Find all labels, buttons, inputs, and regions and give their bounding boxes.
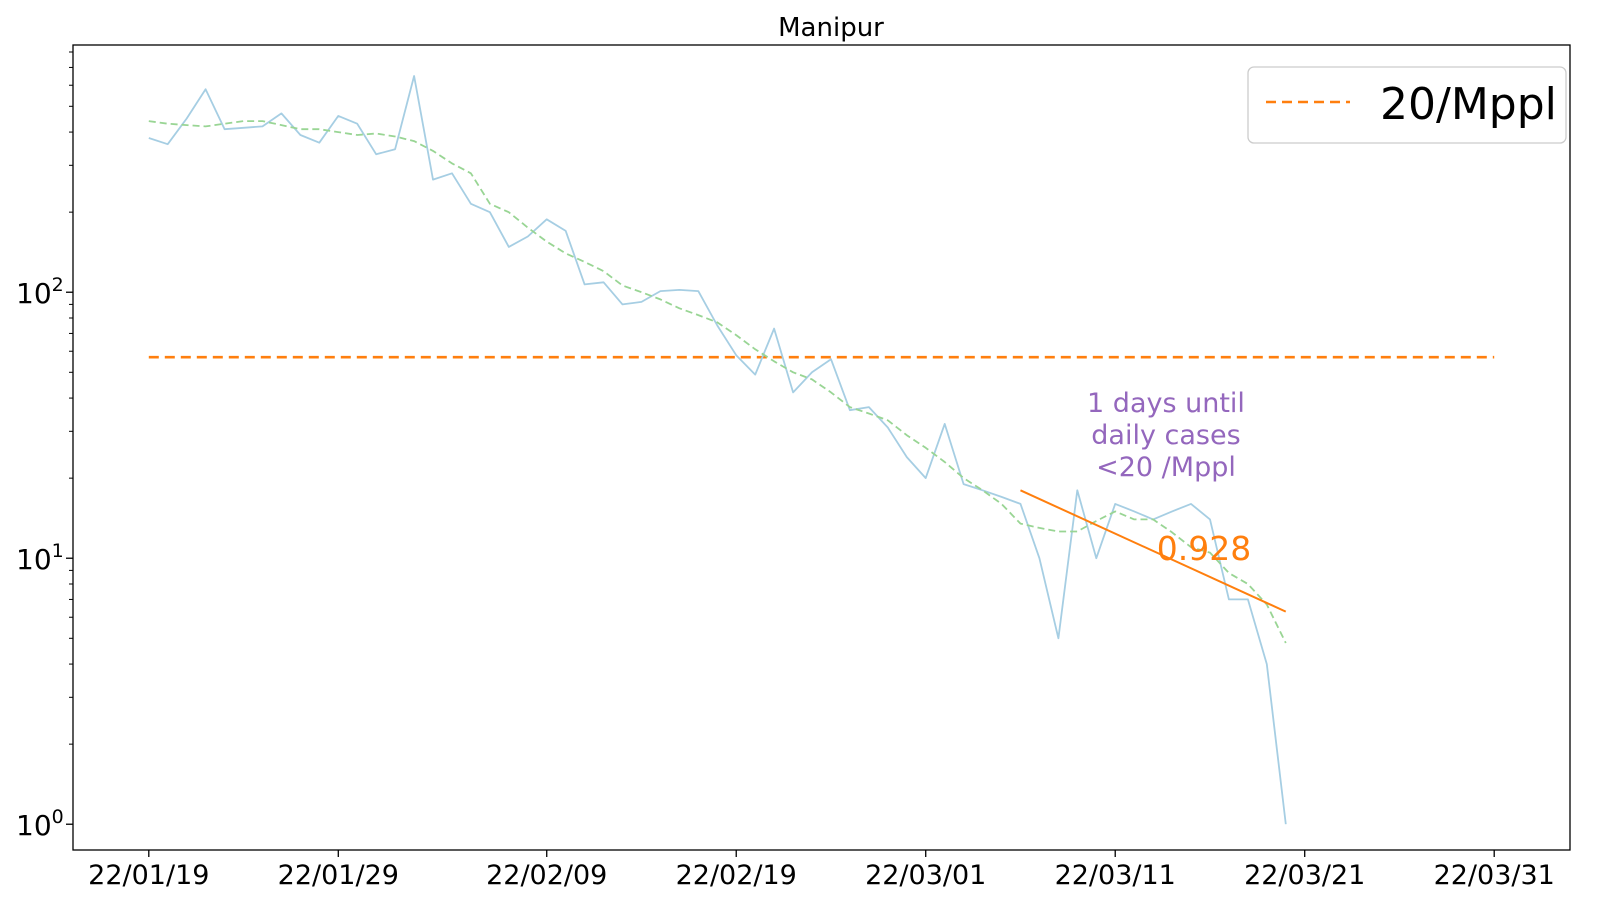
legend-label: 20/Mppl [1380,79,1557,130]
annotation-line: 1 days until [1087,388,1245,419]
x-tick-label: 22/03/31 [1434,860,1555,891]
y-axis: 100 101 102 [16,51,73,842]
annotation-line: <20 /Mppl [1096,452,1236,483]
x-tick-label: 22/03/21 [1244,860,1365,891]
y-tick-label: 101 [16,540,64,576]
x-tick-label: 22/03/11 [1055,860,1176,891]
annotation-line: daily cases [1091,420,1240,451]
x-axis: 22/01/19 22/01/29 22/02/09 22/02/19 22/03/01… [88,850,1555,891]
y-tick-label: 100 [16,806,64,842]
x-tick-label: 22/02/19 [676,860,797,891]
x-tick-label: 22/01/29 [278,860,399,891]
plot-frame [72,44,1571,851]
legend-box [1247,66,1567,144]
x-tick-label: 22/03/01 [865,860,986,891]
trend-line [1020,489,1287,613]
series-line-daily [148,75,1287,825]
trend-label: 0.928 [1157,529,1251,568]
x-tick-label: 22/02/09 [486,860,607,891]
y-tick-label: 102 [16,274,64,310]
chart-title: Manipur [778,13,884,43]
legend: 20/Mppl [1247,66,1567,144]
x-tick-label: 22/01/19 [88,860,209,891]
series-line-smoothed [148,120,1287,644]
